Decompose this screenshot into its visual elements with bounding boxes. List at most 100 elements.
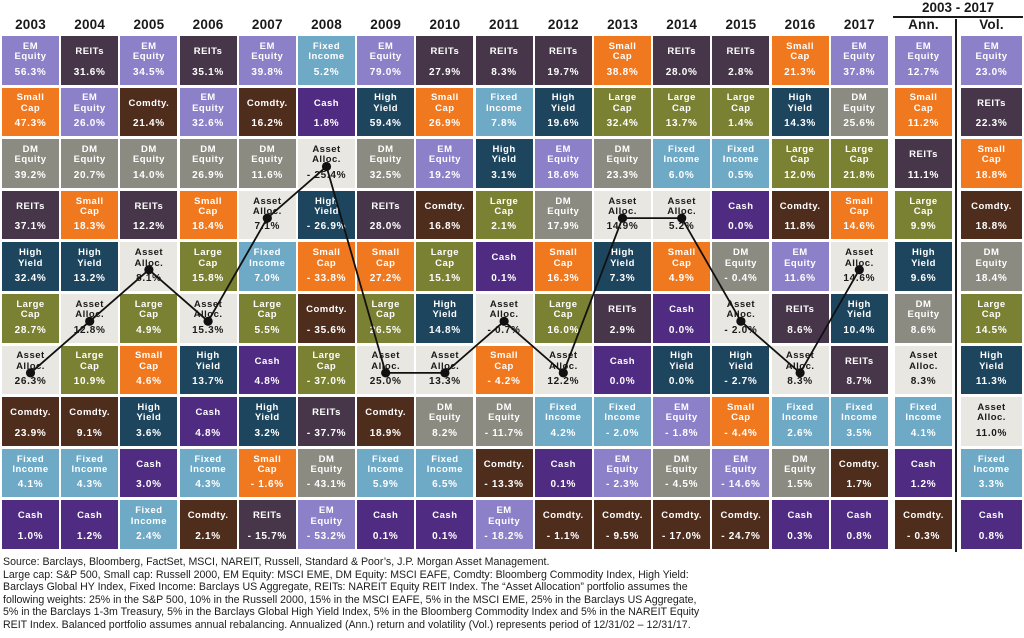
- asset-return-value: 14.6%: [843, 221, 876, 233]
- quilt-cell-2008-r9: DM Equity - 43.1%: [298, 448, 355, 498]
- footnote-line-4: following weights: 25% in the S&P 500, 1…: [3, 593, 697, 606]
- asset-return-value: 21.3%: [784, 66, 817, 78]
- quilt-cell-2012-r10: Comdty. - 1.1%: [534, 500, 592, 549]
- column-header-2012: 2012: [547, 17, 579, 32]
- asset-name-label: EM Equity: [724, 453, 757, 476]
- quilt-cell-2006-r1: REITs 35.1%: [179, 36, 237, 85]
- quilt-cell-2016-r6: REITs 8.6%: [771, 294, 829, 343]
- asset-name-label: Comdty.: [542, 510, 584, 522]
- asset-return-value: 12.2%: [132, 221, 165, 233]
- asset-return-value: 19.6%: [547, 118, 580, 130]
- asset-name-label: Large Cap: [726, 92, 756, 114]
- asset-name-label: Cash: [17, 510, 44, 522]
- asset-name-label: Asset Alloc.: [977, 401, 1006, 424]
- quilt-cell-2003-r7: Asset Alloc. 26.3%: [2, 345, 59, 395]
- asset-name-label: Large Cap: [253, 298, 282, 321]
- quilt-cell-2013-r1: Small Cap 38.8%: [594, 36, 651, 85]
- quilt-cell-2003-r3: DM Equity 39.2%: [2, 139, 59, 188]
- quilt-cell-ann-r5: High Yield 9.6%: [895, 242, 952, 291]
- asset-return-value: 8.3%: [491, 66, 517, 78]
- asset-name-label: DM Equity: [369, 143, 402, 166]
- quilt-cell-vol-r1: EM Equity 23.0%: [961, 36, 1022, 85]
- asset-return-value: 38.8%: [606, 66, 639, 78]
- quilt-cell-2011-r1: REITs 8.3%: [475, 36, 533, 85]
- asset-name-label: Small Cap: [430, 92, 459, 114]
- asset-return-value: 21.8%: [843, 169, 876, 181]
- asset-return-value: - 33.8%: [306, 272, 347, 284]
- asset-name-label: Comdty.: [661, 510, 703, 522]
- quilt-cell-2007-r8: High Yield 3.2%: [238, 397, 296, 446]
- asset-name-label: REITs: [252, 510, 282, 522]
- asset-return-value: 12.7%: [907, 66, 940, 78]
- quilt-cell-2003-r4: REITs 37.1%: [2, 190, 59, 240]
- quilt-cell-2016-r9: DM Equity 1.5%: [771, 448, 829, 498]
- asset-name-label: REITs: [977, 97, 1006, 109]
- column-header-2004: 2004: [74, 17, 106, 32]
- asset-name-label: REITs: [75, 46, 105, 58]
- asset-return-value: 31.6%: [73, 66, 106, 78]
- quilt-cell-2015-r2: Large Cap 1.4%: [712, 87, 770, 137]
- asset-return-value: 1.4%: [728, 118, 754, 130]
- asset-name-label: DM Equity: [665, 453, 698, 476]
- quilt-cell-2006-r5: Large Cap 15.8%: [179, 242, 237, 291]
- asset-name-label: Large Cap: [134, 298, 164, 321]
- quilt-cell-2017-r7: REITs 8.7%: [830, 345, 888, 395]
- quilt-cell-2004-r8: Comdty. 9.1%: [61, 397, 119, 446]
- asset-name-label: EM Equity: [73, 92, 106, 114]
- quilt-cell-2012-r2: High Yield 19.6%: [534, 87, 592, 137]
- asset-name-label: Fixed Income: [367, 453, 404, 476]
- quilt-cell-2012-r9: Cash 0.1%: [534, 448, 592, 498]
- asset-name-label: Fixed Income: [841, 401, 878, 424]
- asset-name-label: Fixed Income: [722, 143, 760, 166]
- asset-return-value: 23.0%: [975, 66, 1008, 78]
- quilt-cell-ann-r1: EM Equity 12.7%: [895, 36, 952, 85]
- asset-return-value: 18.6%: [547, 169, 580, 181]
- asset-name-label: Asset Alloc.: [489, 298, 519, 321]
- quilt-cell-ann-r10: Comdty. - 0.3%: [895, 500, 952, 549]
- asset-return-value: - 17.0%: [662, 530, 702, 542]
- quilt-cell-2006-r4: Small Cap 18.4%: [179, 190, 237, 240]
- asset-return-value: 8.6%: [910, 324, 937, 336]
- asset-return-value: 3.1%: [491, 169, 517, 181]
- asset-name-label: Fixed Income: [781, 401, 819, 424]
- quilt-cell-2013-r3: DM Equity 23.3%: [594, 139, 651, 188]
- asset-name-label: EM Equity: [907, 40, 940, 63]
- asset-name-label: Cash: [609, 355, 636, 367]
- asset-name-label: High Yield: [18, 247, 43, 269]
- asset-return-value: 18.8%: [975, 169, 1008, 181]
- quilt-cell-2006-r3: DM Equity 26.9%: [179, 139, 237, 188]
- quilt-cell-2012-r5: Small Cap 16.3%: [534, 242, 592, 291]
- asset-name-label: REITs: [16, 200, 45, 212]
- asset-return-value: 4.6%: [136, 376, 162, 388]
- quilt-cell-2009-r5: Small Cap 27.2%: [357, 242, 415, 291]
- asset-name-label: Small Cap: [608, 40, 637, 63]
- asset-name-label: Comdty.: [10, 407, 51, 419]
- asset-return-value: 26.3%: [14, 376, 47, 388]
- asset-name-label: Large Cap: [16, 298, 45, 321]
- asset-name-label: Large Cap: [845, 143, 874, 166]
- asset-return-value: 0.8%: [978, 530, 1005, 542]
- asset-name-label: Small Cap: [977, 143, 1006, 166]
- asset-name-label: Small Cap: [667, 247, 696, 269]
- asset-return-value: 2.1%: [491, 221, 517, 233]
- quilt-cell-2004-r1: REITs 31.6%: [61, 36, 119, 85]
- asset-return-value: 28.0%: [369, 221, 402, 233]
- quilt-cell-ann-r6: DM Equity 8.6%: [895, 294, 952, 343]
- quilt-cell-2017-r4: Small Cap 14.6%: [830, 190, 888, 240]
- asset-return-value: 2.1%: [195, 530, 221, 542]
- asset-return-value: 8.3%: [787, 376, 813, 388]
- asset-return-value: 4.8%: [254, 376, 281, 388]
- asset-name-label: Asset Alloc.: [252, 195, 282, 218]
- footnote-line-5: 5% in the Barclays 1-3m Treasury, 5% in …: [3, 606, 700, 619]
- asset-return-value: 2.9%: [609, 324, 636, 336]
- asset-name-label: Small Cap: [16, 92, 45, 114]
- asset-return-value: 3.6%: [136, 427, 162, 439]
- quilt-cell-2005-r6: Large Cap 4.9%: [120, 294, 178, 343]
- asset-return-value: 8.6%: [787, 324, 813, 336]
- asset-name-label: Large Cap: [489, 195, 519, 218]
- asset-name-label: REITs: [134, 200, 164, 212]
- asset-return-value: 13.7%: [192, 376, 225, 388]
- asset-name-label: Fixed Income: [249, 247, 286, 269]
- asset-return-value: - 35.6%: [306, 324, 347, 336]
- asset-name-label: DM Equity: [428, 401, 461, 424]
